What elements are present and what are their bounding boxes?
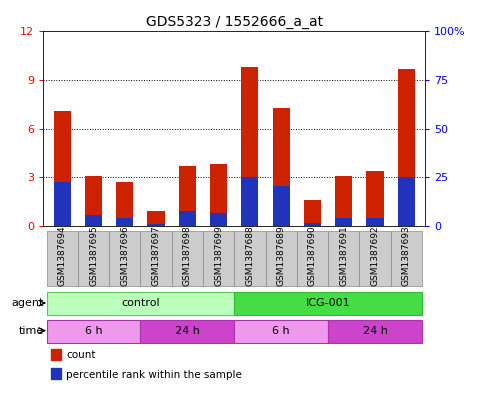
Bar [328,320,422,343]
Text: GSM1387697: GSM1387697 [152,225,160,286]
Bar [116,182,133,226]
Bar [234,292,422,315]
Bar [272,185,290,226]
Text: GSM1387695: GSM1387695 [89,225,98,286]
Text: GSM1387696: GSM1387696 [120,225,129,286]
Bar [54,111,71,226]
Bar [398,177,415,226]
Text: 6 h: 6 h [272,325,290,336]
Bar [171,231,203,286]
Bar [51,368,61,379]
Text: 6 h: 6 h [85,325,102,336]
Bar [398,69,415,226]
Bar [242,67,258,226]
Text: GSM1387693: GSM1387693 [402,225,411,286]
Bar [304,200,321,226]
Bar [297,231,328,286]
Bar [272,108,290,226]
Bar [78,231,109,286]
Bar [266,231,297,286]
Text: GSM1387690: GSM1387690 [308,225,317,286]
Text: time: time [19,325,44,336]
Text: GSM1387691: GSM1387691 [339,225,348,286]
Text: GSM1387694: GSM1387694 [58,225,67,286]
Title: GDS5323 / 1552666_a_at: GDS5323 / 1552666_a_at [146,15,323,29]
Bar [147,224,165,226]
Bar [51,349,61,360]
Text: GSM1387699: GSM1387699 [214,225,223,286]
Bar [234,231,266,286]
Bar [141,320,234,343]
Bar [85,176,102,226]
Bar [210,164,227,226]
Bar [328,231,359,286]
Bar [359,231,391,286]
Text: ICG-001: ICG-001 [306,298,350,308]
Bar [85,215,102,226]
Bar [304,223,321,226]
Bar [335,176,352,226]
Bar [391,231,422,286]
Bar [116,218,133,226]
Text: control: control [121,298,160,308]
Text: count: count [66,350,96,360]
Bar [179,211,196,226]
Text: GSM1387692: GSM1387692 [370,225,380,286]
Bar [203,231,234,286]
Bar [367,218,384,226]
Text: 24 h: 24 h [363,325,387,336]
Bar [46,292,234,315]
Text: GSM1387689: GSM1387689 [277,225,285,286]
Text: 24 h: 24 h [175,325,200,336]
Bar [242,177,258,226]
Bar [54,182,71,226]
Text: GSM1387688: GSM1387688 [245,225,255,286]
Bar [179,166,196,226]
Bar [46,231,78,286]
Bar [141,231,171,286]
Bar [46,320,141,343]
Bar [147,211,165,226]
Bar [109,231,141,286]
Bar [234,320,328,343]
Bar [210,213,227,226]
Bar [335,218,352,226]
Text: GSM1387698: GSM1387698 [183,225,192,286]
Text: percentile rank within the sample: percentile rank within the sample [66,370,242,380]
Bar [367,171,384,226]
Text: agent: agent [12,298,44,308]
